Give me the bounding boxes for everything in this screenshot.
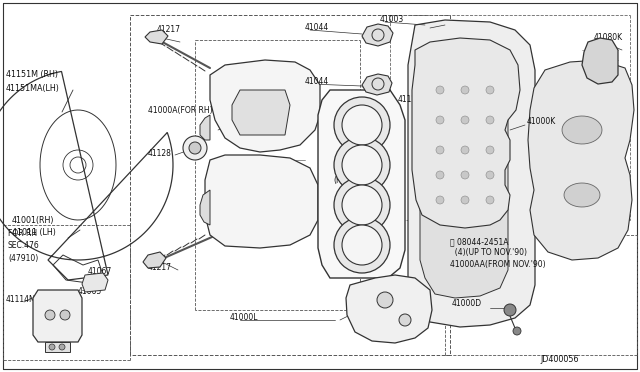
Polygon shape: [420, 50, 508, 298]
Text: Ⓑ 08044-2451A: Ⓑ 08044-2451A: [450, 237, 509, 247]
Circle shape: [49, 344, 55, 350]
Text: 41000L: 41000L: [230, 314, 259, 323]
Text: 41114M: 41114M: [6, 295, 36, 305]
Circle shape: [45, 310, 55, 320]
Polygon shape: [200, 115, 210, 140]
Circle shape: [59, 344, 65, 350]
Circle shape: [436, 146, 444, 154]
Text: 41217: 41217: [157, 26, 181, 35]
Polygon shape: [564, 183, 600, 207]
Polygon shape: [210, 60, 320, 152]
Circle shape: [486, 86, 494, 94]
Circle shape: [60, 310, 70, 320]
Circle shape: [189, 142, 201, 154]
Text: 41151M (RH): 41151M (RH): [6, 71, 58, 80]
Text: 41000A(FOR RH): 41000A(FOR RH): [148, 106, 212, 115]
Polygon shape: [408, 20, 535, 327]
Text: 41000D: 41000D: [452, 298, 482, 308]
Text: 41044: 41044: [305, 23, 329, 32]
Circle shape: [183, 136, 207, 160]
Polygon shape: [200, 190, 210, 225]
Polygon shape: [582, 38, 618, 84]
Circle shape: [461, 86, 469, 94]
Circle shape: [377, 292, 393, 308]
Text: 41000AA(FROM NOV.'90): 41000AA(FROM NOV.'90): [450, 260, 546, 269]
Circle shape: [342, 225, 382, 265]
Polygon shape: [33, 290, 82, 342]
Polygon shape: [362, 74, 392, 95]
Circle shape: [504, 304, 516, 316]
Polygon shape: [232, 90, 290, 135]
Circle shape: [436, 116, 444, 124]
Text: 41001(RH): 41001(RH): [12, 215, 54, 224]
Circle shape: [436, 196, 444, 204]
Circle shape: [486, 146, 494, 154]
Text: 41217: 41217: [148, 263, 172, 273]
Polygon shape: [362, 24, 393, 46]
Circle shape: [342, 185, 382, 225]
Text: SEC.476: SEC.476: [8, 241, 40, 250]
Text: (47910): (47910): [8, 253, 38, 263]
Circle shape: [334, 217, 390, 273]
Polygon shape: [145, 30, 168, 44]
Circle shape: [334, 97, 390, 153]
Circle shape: [486, 196, 494, 204]
Polygon shape: [143, 252, 166, 268]
Circle shape: [342, 145, 382, 185]
Text: 41011 (LH): 41011 (LH): [12, 228, 56, 237]
Polygon shape: [45, 342, 70, 352]
Circle shape: [399, 314, 411, 326]
Polygon shape: [528, 60, 634, 260]
Text: 41121: 41121: [388, 280, 412, 289]
Text: 41065: 41065: [78, 288, 102, 296]
Circle shape: [486, 171, 494, 179]
Text: (4)(UP TO NOV.'90): (4)(UP TO NOV.'90): [450, 248, 527, 257]
Circle shape: [334, 137, 390, 193]
Circle shape: [461, 196, 469, 204]
Text: 41151MA(LH): 41151MA(LH): [6, 83, 60, 93]
Polygon shape: [205, 155, 318, 248]
Polygon shape: [346, 275, 432, 343]
Circle shape: [342, 105, 382, 145]
Text: 41003: 41003: [380, 16, 404, 25]
Circle shape: [486, 116, 494, 124]
Circle shape: [436, 86, 444, 94]
Text: 41067: 41067: [88, 267, 112, 276]
Polygon shape: [412, 38, 520, 228]
Text: (F/RH): (F/RH): [333, 176, 357, 185]
Circle shape: [513, 327, 521, 335]
Text: 41128: 41128: [148, 148, 172, 157]
Text: JD400056: JD400056: [540, 356, 579, 365]
Circle shape: [461, 146, 469, 154]
Text: 41044: 41044: [305, 77, 329, 87]
Circle shape: [334, 177, 390, 233]
Polygon shape: [318, 90, 405, 278]
Polygon shape: [562, 116, 602, 144]
Circle shape: [461, 171, 469, 179]
Text: 41121: 41121: [398, 96, 422, 105]
Text: FOR RH: FOR RH: [8, 230, 37, 238]
Text: 41000K: 41000K: [527, 118, 556, 126]
Circle shape: [436, 171, 444, 179]
Circle shape: [461, 116, 469, 124]
Text: 41080K: 41080K: [594, 33, 623, 42]
Polygon shape: [82, 273, 108, 292]
